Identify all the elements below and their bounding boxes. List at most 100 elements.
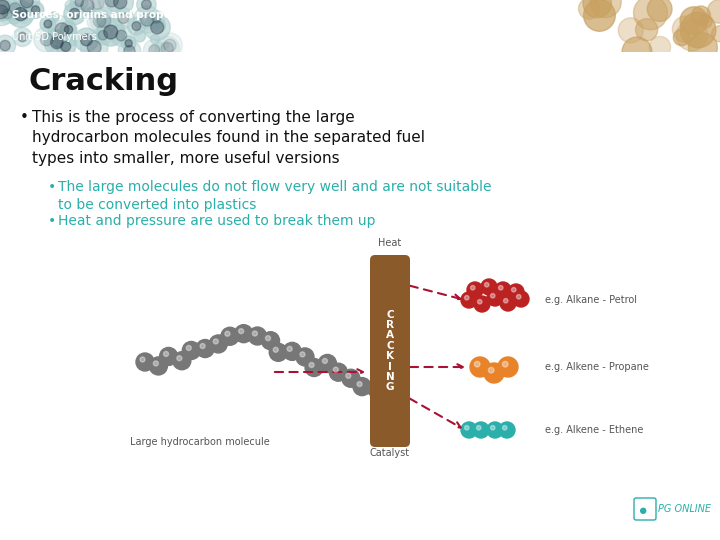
Circle shape xyxy=(186,346,192,350)
Circle shape xyxy=(287,346,292,352)
Circle shape xyxy=(584,0,616,31)
Circle shape xyxy=(485,282,489,287)
Circle shape xyxy=(104,25,118,39)
Circle shape xyxy=(18,32,27,42)
Circle shape xyxy=(14,0,40,14)
Circle shape xyxy=(467,282,483,298)
Circle shape xyxy=(513,291,529,307)
Circle shape xyxy=(477,300,482,304)
Text: Cracking: Cracking xyxy=(28,67,178,96)
Circle shape xyxy=(150,35,159,44)
Circle shape xyxy=(464,295,469,300)
Circle shape xyxy=(85,8,95,18)
Circle shape xyxy=(64,25,73,34)
Circle shape xyxy=(69,38,77,46)
Circle shape xyxy=(87,40,101,55)
Circle shape xyxy=(163,39,176,52)
Circle shape xyxy=(221,327,239,345)
Circle shape xyxy=(158,33,182,58)
Circle shape xyxy=(161,42,168,49)
Circle shape xyxy=(296,348,314,366)
Circle shape xyxy=(118,40,141,63)
Circle shape xyxy=(673,29,690,46)
FancyBboxPatch shape xyxy=(370,255,410,447)
Circle shape xyxy=(590,0,621,17)
Circle shape xyxy=(0,4,17,24)
Circle shape xyxy=(110,25,132,46)
Text: •: • xyxy=(20,110,29,125)
Circle shape xyxy=(283,342,301,360)
Circle shape xyxy=(634,0,667,30)
Circle shape xyxy=(142,0,151,9)
Circle shape xyxy=(622,37,652,67)
Text: e.g. Alkene - Ethene: e.g. Alkene - Ethene xyxy=(545,425,644,435)
Text: C
R
A
C
K
I
N
G: C R A C K I N G xyxy=(386,309,395,393)
Circle shape xyxy=(87,9,112,33)
Circle shape xyxy=(503,299,508,303)
Circle shape xyxy=(253,331,258,336)
Circle shape xyxy=(152,15,161,23)
Circle shape xyxy=(474,296,490,312)
Circle shape xyxy=(127,17,145,35)
Circle shape xyxy=(487,422,503,438)
Circle shape xyxy=(329,363,347,381)
Circle shape xyxy=(152,19,166,32)
Circle shape xyxy=(121,36,136,51)
Circle shape xyxy=(318,354,336,373)
Text: The large molecules do not flow very well and are not suitable
to be converted i: The large molecules do not flow very wel… xyxy=(58,180,492,212)
Circle shape xyxy=(641,508,646,514)
Circle shape xyxy=(94,15,106,28)
Circle shape xyxy=(149,45,160,56)
Circle shape xyxy=(235,325,253,343)
Circle shape xyxy=(96,17,106,27)
Circle shape xyxy=(511,287,516,292)
Circle shape xyxy=(490,426,495,430)
Circle shape xyxy=(148,11,165,28)
Text: e.g. Alkane - Petrol: e.g. Alkane - Petrol xyxy=(545,295,637,305)
Circle shape xyxy=(346,373,351,379)
Circle shape xyxy=(20,0,33,8)
Circle shape xyxy=(495,282,511,298)
Circle shape xyxy=(64,3,86,25)
Circle shape xyxy=(498,357,518,377)
Circle shape xyxy=(86,0,110,15)
Circle shape xyxy=(477,426,481,430)
Circle shape xyxy=(583,0,611,18)
Text: This is the process of converting the large
hydrocarbon molecules found in the s: This is the process of converting the la… xyxy=(32,110,425,166)
Circle shape xyxy=(500,295,516,311)
Circle shape xyxy=(200,343,205,348)
Circle shape xyxy=(140,17,152,29)
Circle shape xyxy=(487,290,503,306)
Circle shape xyxy=(266,336,271,341)
Circle shape xyxy=(149,357,167,375)
Circle shape xyxy=(107,0,133,15)
Circle shape xyxy=(50,36,63,49)
Circle shape xyxy=(55,23,69,36)
Circle shape xyxy=(111,35,118,42)
Circle shape xyxy=(98,0,125,14)
Circle shape xyxy=(150,21,163,34)
Text: Sources, origins and properties: Sources, origins and properties xyxy=(12,10,198,19)
Circle shape xyxy=(300,352,305,357)
Circle shape xyxy=(91,7,117,34)
Circle shape xyxy=(118,13,129,23)
Text: Large hydrocarbon molecule: Large hydrocarbon molecule xyxy=(130,437,270,447)
Circle shape xyxy=(177,356,182,361)
Text: Heat: Heat xyxy=(379,238,402,248)
Circle shape xyxy=(333,367,338,372)
Circle shape xyxy=(124,45,135,57)
Circle shape xyxy=(40,16,55,32)
Circle shape xyxy=(48,12,59,22)
Circle shape xyxy=(98,30,108,40)
Circle shape xyxy=(143,39,166,61)
Circle shape xyxy=(81,0,94,12)
Circle shape xyxy=(31,6,40,14)
Circle shape xyxy=(516,294,521,299)
Circle shape xyxy=(490,294,495,298)
Circle shape xyxy=(357,382,362,387)
Circle shape xyxy=(81,33,108,61)
Circle shape xyxy=(140,12,154,26)
Circle shape xyxy=(503,426,507,430)
Circle shape xyxy=(132,22,141,31)
Circle shape xyxy=(153,361,158,366)
